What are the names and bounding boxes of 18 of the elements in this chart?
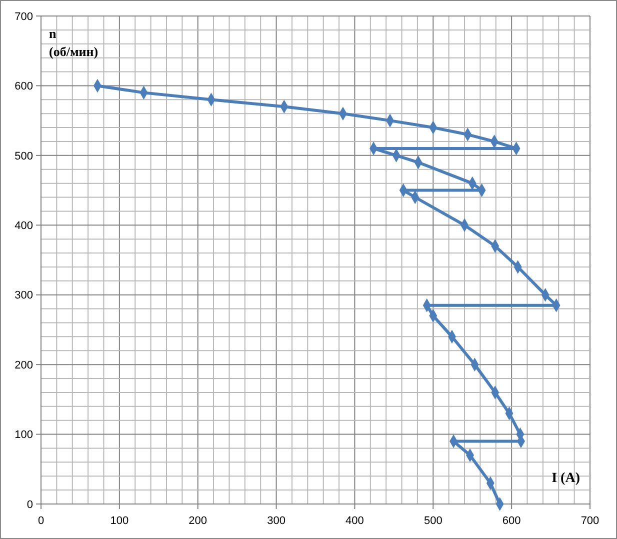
y-tick-label: 200	[14, 359, 33, 372]
y-tick-label: 500	[14, 150, 33, 162]
x-tick-label: 400	[346, 515, 364, 527]
y-tick-label: 0	[26, 498, 33, 511]
y-axis-title: n (об/мин)	[49, 26, 98, 59]
x-tick-label: 0	[38, 515, 44, 527]
x-tick-label: 500	[424, 515, 442, 527]
x-tick-label: 600	[502, 515, 521, 527]
x-tick-label: 700	[580, 515, 600, 527]
x-tick-label: 100	[110, 515, 129, 527]
y-tick-label: 300	[14, 290, 33, 302]
x-axis-title: I (A)	[552, 471, 580, 486]
x-tick-label: 200	[188, 515, 208, 527]
y-tick-label: 400	[14, 220, 33, 232]
x-tick-label: 300	[267, 515, 286, 527]
y-tick-label: 700	[14, 10, 33, 23]
y-tick-label: 600	[14, 80, 33, 93]
y-tick-label: 100	[14, 429, 33, 442]
